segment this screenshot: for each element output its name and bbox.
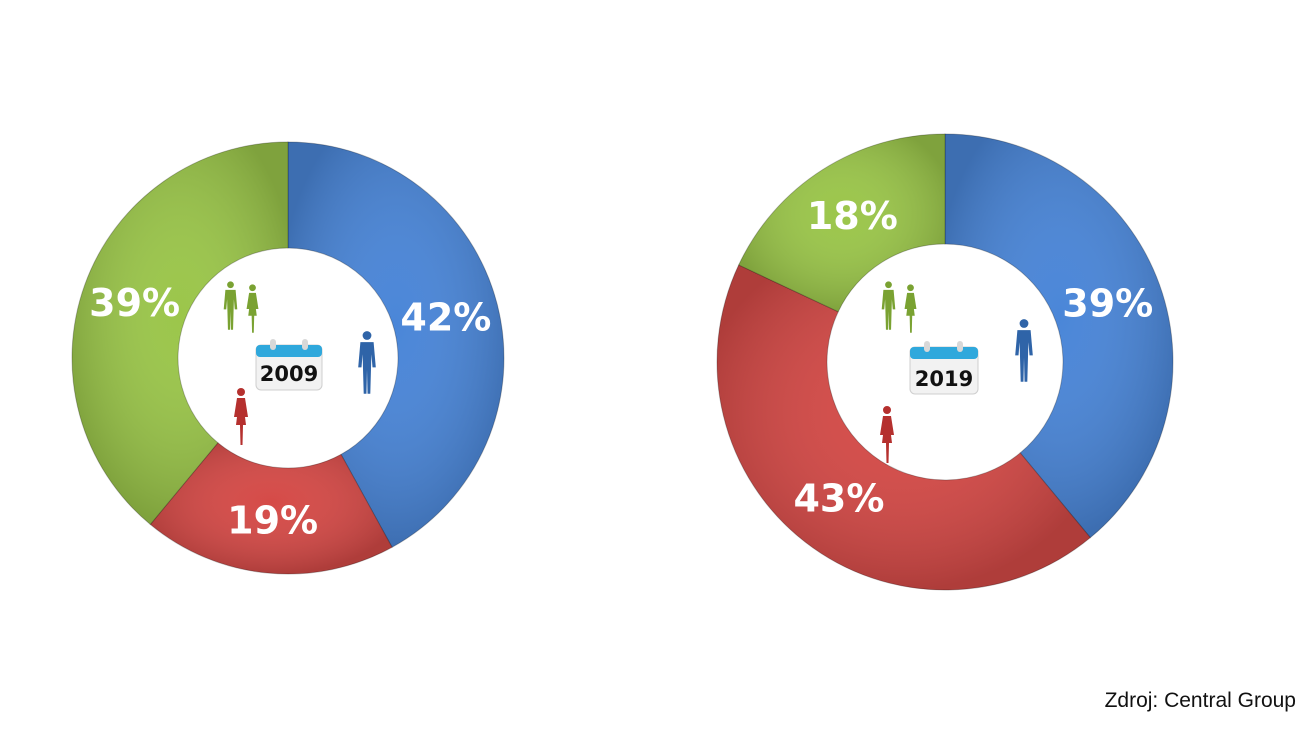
donut-slice-shading [288, 142, 505, 548]
man-icon [358, 331, 376, 394]
donut-slice-shading [717, 264, 1091, 590]
calendar-icon: 2019 [909, 341, 979, 395]
slice-label: 42% [400, 295, 491, 339]
slice-label: 43% [793, 477, 884, 521]
man-icon [1015, 319, 1033, 382]
slice-label: 18% [807, 194, 898, 238]
donut-slice-shading [945, 134, 1173, 538]
donut-chart-2009: 42% 19% 39% [71, 141, 505, 575]
donut-slice-shading [72, 142, 288, 525]
slice-label: 39% [1062, 281, 1153, 325]
slice-label: 19% [227, 498, 318, 542]
center-group-2019: 2019 [880, 281, 1033, 463]
couple-icon [223, 281, 259, 333]
donut-chart-2019: 39% 43% 18% [716, 133, 1174, 591]
center-group-2009: 2009 [223, 281, 376, 445]
donut-slice-shading [738, 134, 945, 312]
couple-icon [881, 281, 917, 333]
calendar-icon: 2009 [255, 339, 323, 391]
source-note: Zdroj: Central Group [1104, 689, 1296, 712]
year-label: 2019 [915, 367, 973, 391]
donut-slice-shading [150, 442, 393, 574]
woman-icon [880, 406, 894, 463]
woman-icon [234, 388, 248, 445]
year-label: 2009 [260, 362, 318, 386]
slice-label: 39% [89, 281, 180, 325]
